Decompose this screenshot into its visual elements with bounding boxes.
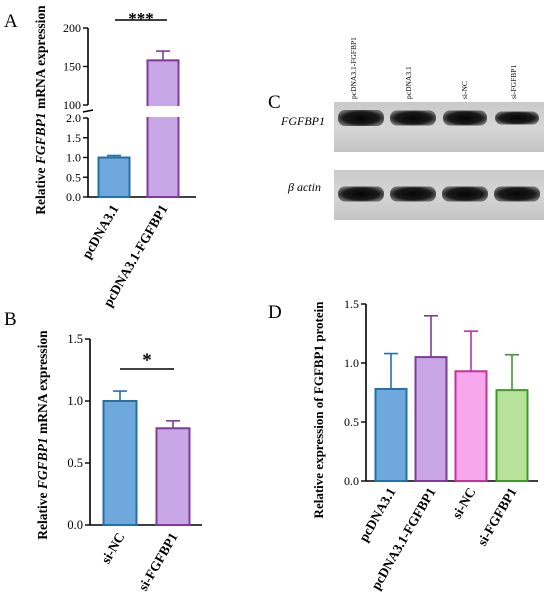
blot-band-fgfbp1 [338,110,384,126]
blot-band-beta-actin [442,186,488,202]
panel-d-y-tick-label: 0.5 [344,415,359,429]
blot-band-fgfbp1 [495,111,539,125]
panel-d-y-tick-label: 1.0 [344,356,359,370]
panel-a-y-tick-label: 200 [63,21,81,35]
panel-a-bar-break-gap [145,106,181,117]
blot-band-beta-actin [338,186,384,202]
blot-band-beta-actin [390,186,436,202]
panel-d-bar [495,389,529,483]
panel-a-y-tick-label: 0.5 [66,170,81,184]
panel-letter-b: B [4,309,17,330]
panel-letter-c: C [268,92,281,113]
panel-d-y-tick-label: 1.5 [344,297,359,311]
panel-a-bar [97,156,131,198]
panel-b-y-tick-label: 1.0 [67,394,83,408]
panel-a-y-tick-label: 0.0 [66,190,81,204]
panel-c-blot: pcDNA3.1-FGFBP1 pcDNA3.1 si-NC si-FGFBP1 FG… [280,37,544,220]
panel-b-significance: * [142,350,152,371]
panel-b-ylabel: Relative FGFBP1 mRNA expression [35,330,50,540]
blot-band-fgfbp1 [443,110,487,126]
blot-lane-label: pcDNA3.1 [404,66,413,99]
panel-d-bar [454,370,488,483]
panel-a-chart: Relative FGFBP1 mRNA expression 0.0 0.5 1.… [33,5,196,309]
panel-a-y-tick-label: 1.5 [66,131,81,145]
panel-d-y-tick-label: 0.0 [344,474,359,488]
panel-b-bar [155,427,191,526]
panel-b-x-tick-label: si-NC [98,530,127,566]
panel-b-y-tick-label: 0.5 [67,456,83,470]
blot-lane-label: pcDNA3.1-FGFBP1 [349,37,358,99]
panel-a-ylabel: Relative FGFBP1 mRNA expression [33,5,48,215]
panel-d-x-tick-label: pcDNA3.1 [356,485,399,544]
panel-a-y-tick-label: 100 [63,98,81,112]
panel-b-x-tick-label: si-FGFBP1 [135,530,180,594]
panel-a-significance: *** [128,9,154,28]
panel-a-y-tick-label: 1.0 [66,151,81,165]
panel-d-x-tick-label: si-NC [449,485,478,521]
blot-band-fgfbp1 [390,110,436,126]
panel-a-y-tick-label: 2.0 [66,111,81,125]
blot-band-beta-actin [494,186,540,202]
panel-d-ylabel: Relative expression of FGFBP1 protein [311,301,326,519]
panel-b-y-tick-label: 1.5 [67,332,83,346]
panel-d-bar [374,387,408,482]
blot-row-label-fgfbp1: FGFBP1 [280,114,325,128]
blot-row-label-beta-actin: β actin [287,180,321,194]
panel-b-y-tick-label: 0.0 [67,518,83,532]
panel-b-chart: Relative FGFBP1 mRNA expression 0.0 0.5 1.… [35,330,202,594]
panel-b-bar [102,400,138,526]
panel-letter-a: A [4,11,18,32]
panel-d-bar [414,356,448,483]
panel-a-y-tick-label: 150 [63,60,81,74]
panel-d-x-tick-label: si-FGFBP1 [474,485,519,549]
blot-strip-fgfbp1 [334,102,544,152]
panel-a-bar [146,59,180,199]
panel-a-axis-break-mark [82,109,94,113]
blot-lane-label: si-NC [460,81,469,99]
panel-a-x-tick-label: pcDNA3.1 [79,202,122,261]
blot-lane-label: si-FGFBP1 [509,65,518,99]
panel-d-chart: Relative expression of FGFBP1 protein 0.… [311,297,538,592]
panel-letter-d: D [268,302,282,323]
